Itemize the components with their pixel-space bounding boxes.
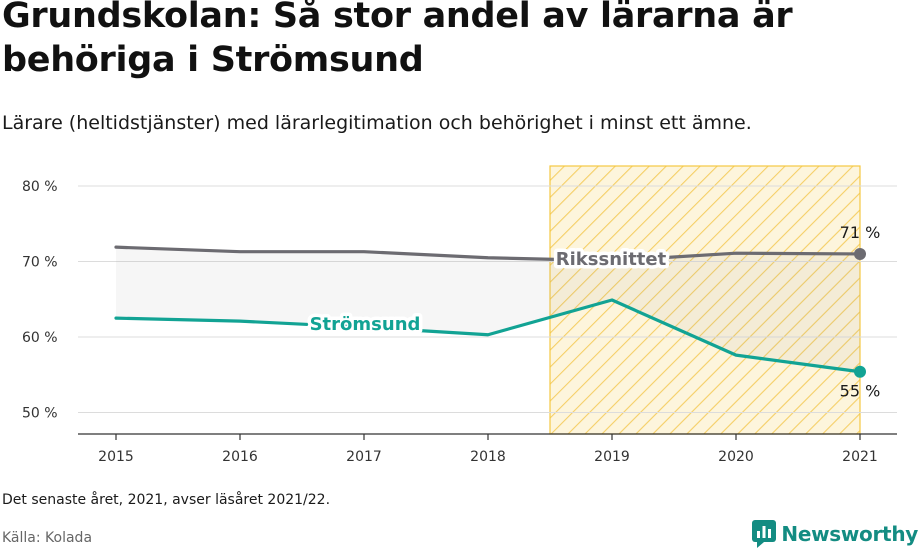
highlight-period xyxy=(549,165,861,435)
end-value-label: 55 % xyxy=(840,382,881,401)
source-text: Källa: Kolada xyxy=(2,530,93,546)
x-tick-label: 2015 xyxy=(98,449,134,465)
y-tick-label: 70 % xyxy=(22,255,58,271)
newsworthy-logo-icon xyxy=(752,520,777,548)
brand-name: Newsworthy xyxy=(781,522,918,546)
chart-subtitle: Lärare (heltidstjänster) med lärarlegiti… xyxy=(2,112,752,134)
series-label-stromsund: Strömsund xyxy=(310,314,421,335)
y-tick-label: 60 % xyxy=(22,330,58,346)
end-value-label: 71 % xyxy=(840,223,881,242)
series-line-str-msund xyxy=(114,298,862,374)
end-point-str-msund xyxy=(854,365,866,378)
series-line-rikssnittet xyxy=(114,245,862,263)
x-tick-label: 2016 xyxy=(222,449,258,465)
y-tick-label: 80 % xyxy=(22,179,58,195)
series-label-rikssnittet: Rikssnittet xyxy=(556,249,667,270)
gap-band xyxy=(116,247,860,372)
brand: Newsworthy xyxy=(752,518,918,550)
x-tick-label: 2019 xyxy=(594,449,630,465)
x-tick-label: 2021 xyxy=(842,449,878,465)
y-tick-label: 50 % xyxy=(22,406,58,422)
footnote: Det senaste året, 2021, avser läsåret 20… xyxy=(2,492,331,508)
x-tick-label: 2017 xyxy=(346,449,382,465)
end-point-rikssnittet xyxy=(854,247,866,260)
x-tick-label: 2020 xyxy=(718,449,754,465)
chart-title: Grundskolan: Så stor andel av lärarna är… xyxy=(2,0,793,80)
line-chart: 71 % 55 % Rikssnittet Strömsund 50 % 60 % 70 … xyxy=(22,165,897,465)
x-tick-label: 2018 xyxy=(470,449,506,465)
